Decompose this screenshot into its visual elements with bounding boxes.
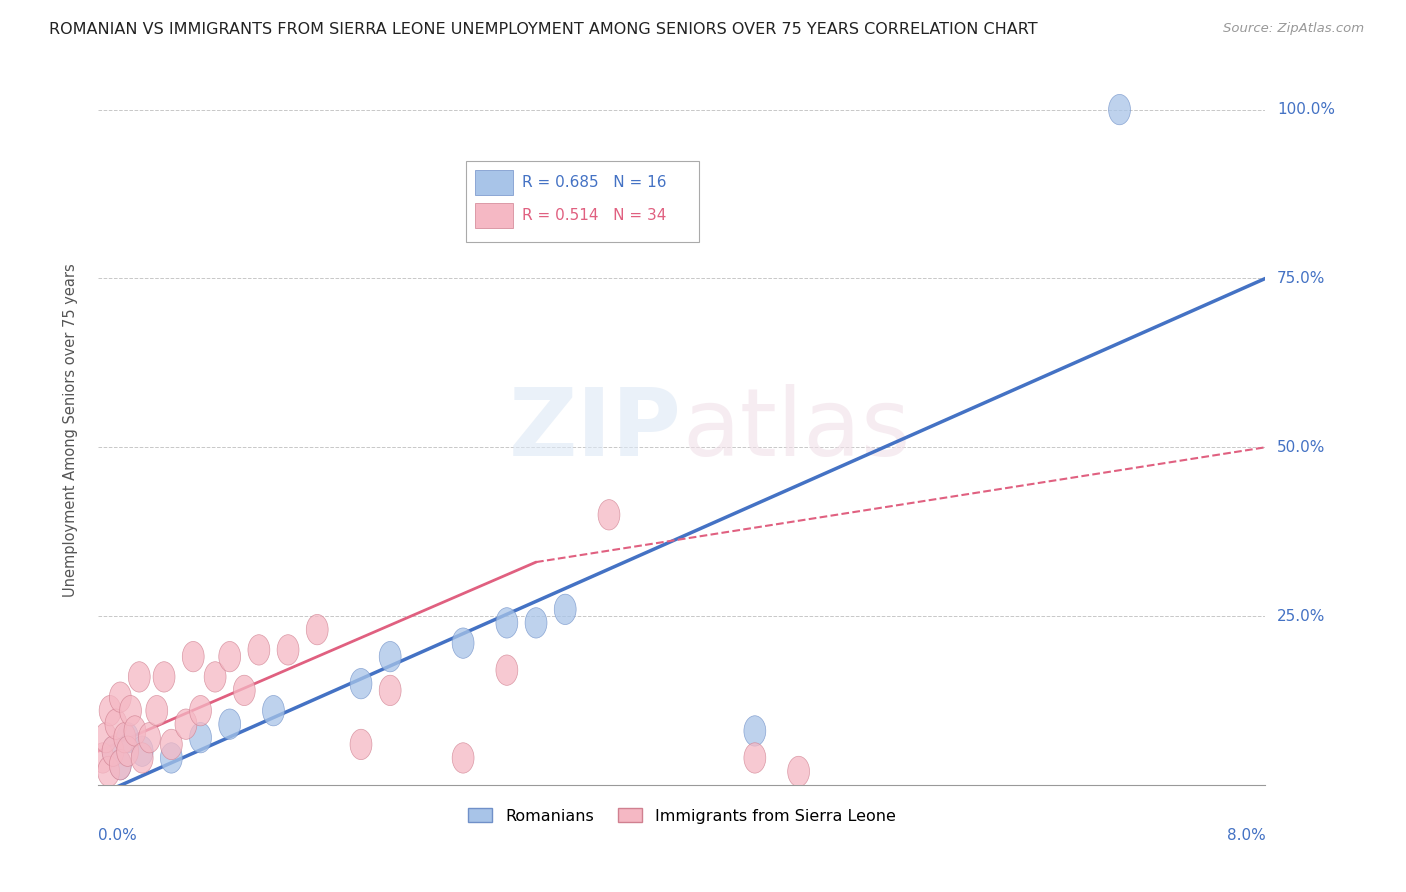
Ellipse shape — [97, 756, 120, 787]
Text: 100.0%: 100.0% — [1277, 102, 1336, 117]
Ellipse shape — [103, 736, 124, 766]
Ellipse shape — [307, 615, 328, 645]
Ellipse shape — [190, 723, 211, 753]
Ellipse shape — [233, 675, 256, 706]
Ellipse shape — [160, 743, 183, 773]
Ellipse shape — [453, 743, 474, 773]
Ellipse shape — [219, 641, 240, 672]
Ellipse shape — [103, 736, 124, 766]
Ellipse shape — [496, 607, 517, 638]
Ellipse shape — [146, 696, 167, 726]
Text: 75.0%: 75.0% — [1277, 271, 1326, 286]
Ellipse shape — [174, 709, 197, 739]
Text: 50.0%: 50.0% — [1277, 440, 1326, 455]
Text: Source: ZipAtlas.com: Source: ZipAtlas.com — [1223, 22, 1364, 36]
Text: atlas: atlas — [682, 384, 910, 476]
Y-axis label: Unemployment Among Seniors over 75 years: Unemployment Among Seniors over 75 years — [63, 263, 77, 598]
Ellipse shape — [350, 668, 373, 698]
Ellipse shape — [110, 682, 131, 713]
Ellipse shape — [350, 730, 373, 760]
Ellipse shape — [744, 715, 766, 746]
Legend: Romanians, Immigrants from Sierra Leone: Romanians, Immigrants from Sierra Leone — [463, 802, 901, 830]
Ellipse shape — [524, 607, 547, 638]
Ellipse shape — [263, 696, 284, 726]
Ellipse shape — [120, 696, 142, 726]
Ellipse shape — [110, 749, 131, 780]
Text: 0.0%: 0.0% — [98, 828, 138, 843]
FancyBboxPatch shape — [475, 170, 513, 195]
FancyBboxPatch shape — [475, 203, 513, 228]
Ellipse shape — [117, 736, 139, 766]
Ellipse shape — [131, 736, 153, 766]
Text: ZIP: ZIP — [509, 384, 682, 476]
Ellipse shape — [190, 696, 211, 726]
Ellipse shape — [139, 723, 160, 753]
Ellipse shape — [124, 715, 146, 746]
Ellipse shape — [204, 662, 226, 692]
Text: ROMANIAN VS IMMIGRANTS FROM SIERRA LEONE UNEMPLOYMENT AMONG SENIORS OVER 75 YEAR: ROMANIAN VS IMMIGRANTS FROM SIERRA LEONE… — [49, 22, 1038, 37]
FancyBboxPatch shape — [465, 161, 699, 243]
Ellipse shape — [110, 749, 131, 780]
Ellipse shape — [380, 675, 401, 706]
Ellipse shape — [153, 662, 174, 692]
Text: R = 0.514   N = 34: R = 0.514 N = 34 — [522, 208, 666, 223]
Ellipse shape — [219, 709, 240, 739]
Text: R = 0.685   N = 16: R = 0.685 N = 16 — [522, 175, 666, 190]
Ellipse shape — [1108, 95, 1130, 125]
Ellipse shape — [160, 730, 183, 760]
Ellipse shape — [114, 723, 135, 753]
Ellipse shape — [91, 743, 114, 773]
Ellipse shape — [131, 743, 153, 773]
Ellipse shape — [380, 641, 401, 672]
Ellipse shape — [277, 635, 299, 665]
Text: 25.0%: 25.0% — [1277, 608, 1326, 624]
Ellipse shape — [105, 709, 127, 739]
Ellipse shape — [183, 641, 204, 672]
Ellipse shape — [453, 628, 474, 658]
Ellipse shape — [117, 723, 139, 753]
Text: 8.0%: 8.0% — [1226, 828, 1265, 843]
Ellipse shape — [247, 635, 270, 665]
Ellipse shape — [496, 655, 517, 685]
Ellipse shape — [100, 696, 121, 726]
Ellipse shape — [598, 500, 620, 530]
Ellipse shape — [554, 594, 576, 624]
Ellipse shape — [744, 743, 766, 773]
Ellipse shape — [787, 756, 810, 787]
Ellipse shape — [94, 723, 117, 753]
Ellipse shape — [128, 662, 150, 692]
